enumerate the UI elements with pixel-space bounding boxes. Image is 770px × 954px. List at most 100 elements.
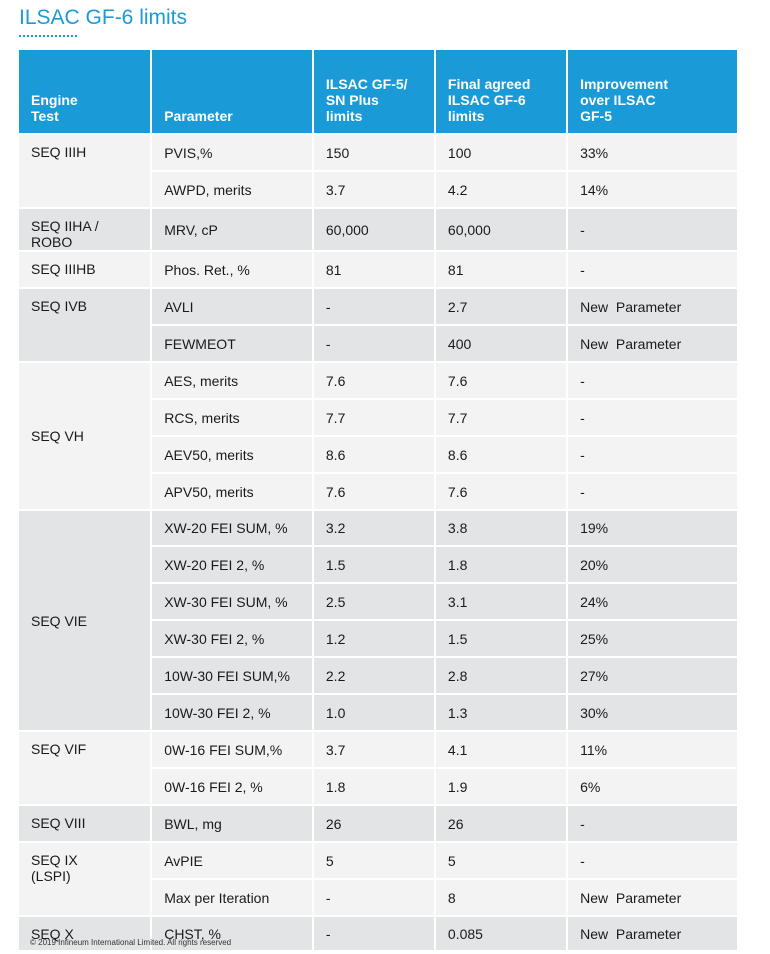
table-row: SEQ IIIHB Phos. Ret., % 81 81- xyxy=(19,252,737,287)
gf6-limit-cell: 1.3 xyxy=(435,695,567,730)
improvement-cell: 24% xyxy=(568,584,737,619)
gf5-limit-cell: 2.2 xyxy=(313,658,434,693)
gf5-limit-cell: - xyxy=(313,289,434,324)
parameter-cell: APV50, merits xyxy=(152,474,312,509)
improvement-cell: 14% xyxy=(568,172,737,207)
improvement-cell: 30% xyxy=(568,695,737,730)
engine-test-cell: SEQ IIIHB xyxy=(19,252,151,287)
improvement-cell: 27% xyxy=(568,658,737,693)
table-row: APV50, merits 7.6 7.6- xyxy=(19,474,737,509)
table-row: FEWMEOT -400 New Parameter xyxy=(19,326,737,361)
gf5-limit-cell: 3.7 xyxy=(313,732,434,767)
table-row: AWPD, merits 3.7 4.2 14% xyxy=(19,172,737,207)
gf6-limit-cell: 400 xyxy=(435,326,567,361)
parameter-cell: PVIS,% xyxy=(152,135,312,170)
engine-test-cell: SEQ IIIH xyxy=(19,135,151,207)
parameter-cell: AvPIE xyxy=(152,843,312,878)
gf6-limit-cell: 2.8 xyxy=(435,658,567,693)
table-row: 10W-30 FEI SUM,% 2.2 2.8 27% xyxy=(19,658,737,693)
parameter-cell: Phos. Ret., % xyxy=(152,252,312,287)
parameter-cell: BWL, mg xyxy=(152,806,312,841)
table-row: SEQ IIIH PVIS,% 150 100 33% xyxy=(19,135,737,207)
parameter-cell: MRV, cP xyxy=(152,209,312,250)
table-row: SEQ IX (LSPI) AvPIE 5 5- xyxy=(19,843,737,915)
header-parameter: Parameter xyxy=(152,50,312,133)
table-row: SEQ VIII BWL, mg 26 26- xyxy=(19,806,737,841)
improvement-cell: 25% xyxy=(568,621,737,656)
improvement-cell: - xyxy=(568,474,737,509)
gf5-limit-cell: 1.8 xyxy=(313,769,434,804)
table-body: SEQ IIIH PVIS,% 150 100 33% AWPD, merits 3.7 4.… xyxy=(19,135,737,950)
table-row: SEQ X CHST, % -0.085 New Parameter xyxy=(19,917,737,950)
gf5-limit-cell: 8.6 xyxy=(313,437,434,472)
table-row: XW-30 FEI 2, % 1.2 1.5 25% xyxy=(19,621,737,656)
parameter-cell: XW-20 FEI 2, % xyxy=(152,547,312,582)
gf6-limit-cell: 2.7 xyxy=(435,289,567,324)
table-row: 10W-30 FEI 2, % 1.0 1.3 30% xyxy=(19,695,737,730)
table-row: Max per Iteration -8 New Parameter xyxy=(19,880,737,915)
improvement-cell: - xyxy=(568,806,737,841)
table-row: RCS, merits 7.7 7.7- xyxy=(19,400,737,435)
engine-test-cell: SEQ X xyxy=(19,917,151,950)
page-title: ILSAC GF-6 limits xyxy=(19,6,188,29)
improvement-cell: - xyxy=(568,437,737,472)
parameter-cell: AVLI xyxy=(152,289,312,324)
title-underline xyxy=(19,33,77,37)
gf5-limit-cell: - xyxy=(313,880,434,915)
gf5-limit-cell: 1.0 xyxy=(313,695,434,730)
engine-test-cell: SEQ IIHA / ROBO xyxy=(19,209,151,250)
engine-test-cell: SEQ IVB xyxy=(19,289,151,361)
gf6-limit-cell: 4.1 xyxy=(435,732,567,767)
improvement-cell: - xyxy=(568,209,737,250)
gf6-limit-cell: 7.6 xyxy=(435,474,567,509)
header-gf5-limits: ILSAC GF-5/ SN Plus limits xyxy=(313,50,434,133)
parameter-cell: XW-20 FEI SUM, % xyxy=(152,511,312,545)
parameter-cell: CHST, % xyxy=(152,917,312,950)
gf6-limit-cell: 26 xyxy=(435,806,567,841)
header-engine-test: Engine Test xyxy=(19,50,151,133)
table-row: XW-20 FEI 2, % 1.5 1.8 20% xyxy=(19,547,737,582)
gf6-limit-cell: 5 xyxy=(435,843,567,878)
engine-test-cell: SEQ VH xyxy=(19,363,151,509)
parameter-cell: AES, merits xyxy=(152,363,312,398)
improvement-cell: 6% xyxy=(568,769,737,804)
gf5-limit-cell: 7.6 xyxy=(313,363,434,398)
parameter-cell: 0W-16 FEI SUM,% xyxy=(152,732,312,767)
gf6-limit-cell: 3.8 xyxy=(435,511,567,545)
table-row: AEV50, merits 8.6 8.6- xyxy=(19,437,737,472)
table-row: SEQ VH AES, merits 7.6 7.6- xyxy=(19,363,737,509)
table-row: SEQ VIE XW-20 FEI SUM, % 3.2 3.8 19% xyxy=(19,511,737,730)
gf6-limit-cell: 1.5 xyxy=(435,621,567,656)
improvement-cell: New Parameter xyxy=(568,289,737,324)
parameter-cell: XW-30 FEI SUM, % xyxy=(152,584,312,619)
gf5-limit-cell: - xyxy=(313,917,434,950)
header-gf6-limits: Final agreed ILSAC GF-6 limits xyxy=(435,50,567,133)
gf6-limit-cell: 1.9 xyxy=(435,769,567,804)
engine-test-cell: SEQ VIF xyxy=(19,732,151,804)
parameter-cell: 0W-16 FEI 2, % xyxy=(152,769,312,804)
improvement-cell: - xyxy=(568,843,737,878)
gf6-limit-cell: 7.7 xyxy=(435,400,567,435)
improvement-cell: New Parameter xyxy=(568,880,737,915)
improvement-cell: 19% xyxy=(568,511,737,545)
parameter-cell: 10W-30 FEI 2, % xyxy=(152,695,312,730)
gf5-limit-cell: 3.7 xyxy=(313,172,434,207)
improvement-cell: 33% xyxy=(568,135,737,170)
header-improvement: Improvement over ILSAC GF-5 xyxy=(568,50,737,133)
table-row: 0W-16 FEI 2, % 1.8 1.9 6% xyxy=(19,769,737,804)
gf6-limit-cell: 4.2 xyxy=(435,172,567,207)
gf6-limit-cell: 3.1 xyxy=(435,584,567,619)
gf5-limit-cell: 26 xyxy=(313,806,434,841)
table-row: SEQ VIF 0W-16 FEI SUM,% 3.7 4.1 11% xyxy=(19,732,737,804)
gf5-limit-cell: 3.2 xyxy=(313,511,434,545)
gf6-limit-cell: 100 xyxy=(435,135,567,170)
gf5-limit-cell: 7.6 xyxy=(313,474,434,509)
gf5-limit-cell: 5 xyxy=(313,843,434,878)
gf6-limit-cell: 8.6 xyxy=(435,437,567,472)
parameter-cell: RCS, merits xyxy=(152,400,312,435)
parameter-cell: AWPD, merits xyxy=(152,172,312,207)
parameter-cell: AEV50, merits xyxy=(152,437,312,472)
gf6-limit-cell: 0.085 xyxy=(435,917,567,950)
gf5-limit-cell: 1.5 xyxy=(313,547,434,582)
engine-test-cell: SEQ IX (LSPI) xyxy=(19,843,151,915)
